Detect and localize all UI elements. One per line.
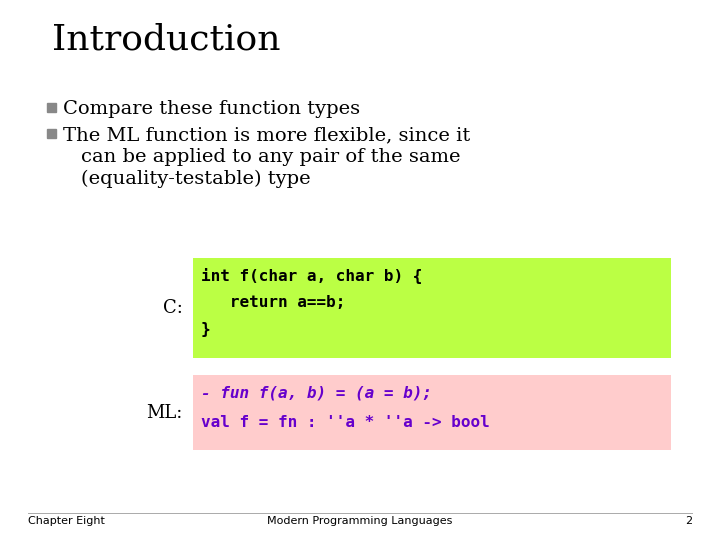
Text: Compare these function types: Compare these function types (63, 100, 360, 118)
Bar (47, 129, 56, 138)
Text: - fun f(a, b) = (a = b);: - fun f(a, b) = (a = b); (201, 385, 432, 400)
FancyBboxPatch shape (193, 375, 671, 450)
Text: The ML function is more flexible, since it: The ML function is more flexible, since … (63, 126, 470, 144)
Text: 2: 2 (685, 516, 692, 526)
Bar (47, 103, 56, 112)
Text: ML:: ML: (147, 403, 183, 422)
Text: can be applied to any pair of the same: can be applied to any pair of the same (81, 148, 461, 166)
Text: int f(char a, char b) {: int f(char a, char b) { (201, 268, 423, 284)
Text: Chapter Eight: Chapter Eight (28, 516, 105, 526)
Text: (equality-testable) type: (equality-testable) type (81, 170, 310, 188)
Text: return a==b;: return a==b; (201, 295, 346, 310)
Text: Modern Programming Languages: Modern Programming Languages (267, 516, 453, 526)
Text: Introduction: Introduction (52, 22, 281, 56)
Text: C:: C: (163, 299, 183, 317)
Text: }: } (201, 322, 211, 337)
FancyBboxPatch shape (193, 258, 671, 358)
Text: val f = fn : ''a * ''a -> bool: val f = fn : ''a * ''a -> bool (201, 415, 490, 430)
